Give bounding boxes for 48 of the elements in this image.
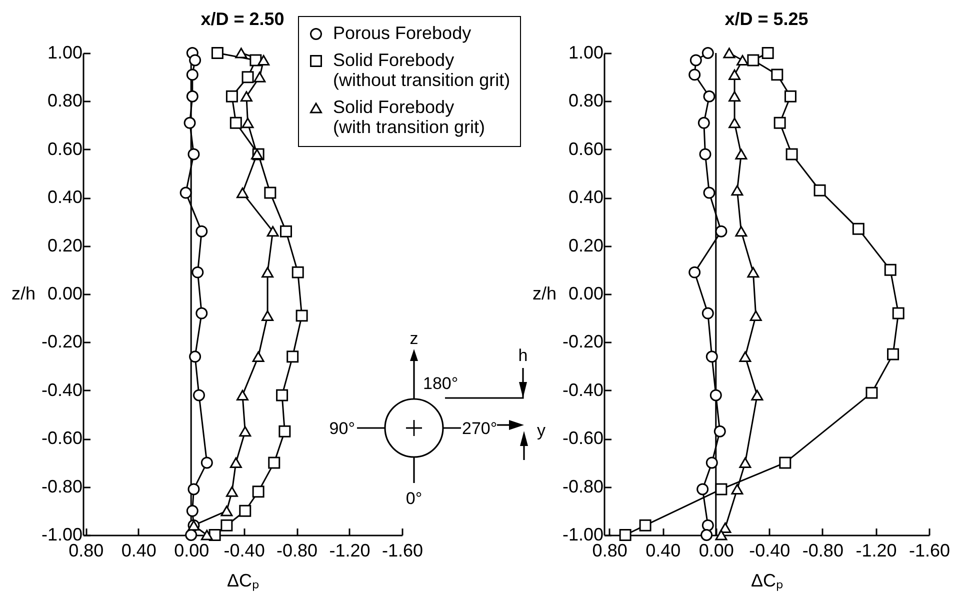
x-tick-label: 0.00 [174, 540, 210, 560]
x-tick-label: 0.00 [698, 540, 734, 560]
y-tick-label: 0.20 [568, 235, 604, 256]
x-tick-label: -0.40 [749, 540, 790, 560]
text: y [537, 421, 546, 440]
y-tick-label: 0.40 [47, 187, 82, 208]
y-tick-label: -0.80 [41, 476, 82, 496]
y-tick-label: 0.00 [568, 284, 604, 304]
y-tick-label: -0.20 [41, 332, 82, 352]
text: h [518, 346, 528, 365]
y-axis-title: z/h [532, 284, 556, 304]
y-tick-label: 0.20 [47, 235, 82, 256]
chart-title: x/D = 5.25 [724, 9, 808, 29]
x-tick-label: -1.20 [329, 540, 370, 560]
y-tick-label: 0.80 [47, 90, 82, 111]
x-tick-label: -0.40 [224, 540, 265, 560]
y-tick-label: 0.60 [568, 138, 604, 159]
y-tick-label: 0.40 [568, 187, 604, 208]
y-tick-label: 1.00 [47, 42, 82, 62]
x-tick-label: -0.80 [276, 540, 318, 560]
y-tick-label: 0.80 [568, 90, 604, 111]
legend-label: Porous Forebody [333, 23, 472, 43]
y-axis-title: z/h [11, 284, 36, 304]
x-tick-label: -1.60 [908, 540, 950, 560]
x-axis-title: ΔCₚ [750, 570, 784, 592]
x-tick-label: -1.60 [382, 540, 424, 560]
y-tick-label: -0.60 [562, 428, 604, 448]
y-tick-label: 0.60 [47, 138, 82, 159]
text: 270° [462, 419, 498, 438]
legend-label: Solid Forebody (without transition grit) [333, 50, 510, 90]
x-axis-title: ΔCₚ [226, 570, 260, 592]
y-tick-label: -0.80 [562, 476, 604, 496]
x-tick-label: -1.20 [856, 540, 897, 560]
y-tick-label: 0.00 [47, 284, 82, 304]
x-tick-label: 0.40 [121, 540, 156, 560]
y-tick-label: -0.20 [562, 332, 604, 352]
y-tick-label: -0.60 [41, 428, 82, 448]
y-tick-label: 1.00 [568, 42, 604, 62]
text: z [410, 329, 418, 348]
y-tick-label: -0.40 [41, 380, 82, 400]
text: 0° [406, 489, 422, 508]
text: 180° [423, 374, 458, 393]
legend-label: Solid Forebody (with transition grit) [333, 97, 486, 137]
annotation: 90° [329, 419, 355, 438]
y-tick-label: -0.40 [562, 380, 604, 400]
chart-title: x/D = 2.50 [200, 9, 284, 29]
x-tick-label: -0.80 [802, 540, 844, 560]
x-tick-label: 0.40 [646, 540, 681, 560]
